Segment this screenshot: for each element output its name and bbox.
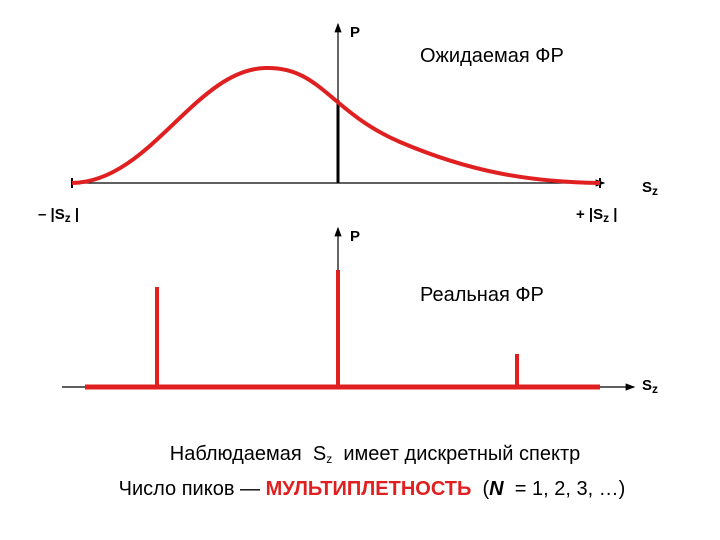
text: = 1, 2, 3, …): [504, 478, 626, 500]
label-sub: z: [652, 184, 658, 198]
label-sub: z: [652, 382, 658, 396]
text: имеет дискретный спектр: [332, 443, 580, 465]
right-label: + |Sz |: [576, 206, 618, 225]
caption-line: Число пиков — МУЛЬТИПЛЕТНОСТЬ (N = 1, 2,…: [119, 478, 626, 500]
axis-label: P: [350, 228, 360, 245]
label: |: [609, 206, 617, 223]
caption-line: Наблюдаемая Sz имеет дискретный спектр: [170, 443, 580, 466]
text: Наблюдаемая: [170, 443, 313, 465]
label: S: [642, 377, 652, 394]
axis-label: P: [350, 24, 360, 41]
highlight: МУЛЬТИПЛЕТНОСТЬ: [266, 478, 472, 500]
x-axis-label: Sz: [642, 179, 658, 198]
text: (: [471, 478, 489, 500]
label: – |S: [38, 206, 65, 223]
label: + |S: [576, 206, 603, 223]
label-sub: z: [603, 211, 609, 225]
text: S: [313, 443, 326, 465]
x-axis-label: Sz: [642, 377, 658, 396]
label: |: [71, 206, 79, 223]
text: Число пиков —: [119, 478, 266, 500]
text-sub: z: [326, 452, 332, 466]
text: N: [489, 478, 504, 500]
label: S: [642, 179, 652, 196]
left-label: – |Sz |: [38, 206, 79, 225]
title: Реальная ФР: [420, 284, 544, 306]
title: Ожидаемая ФР: [420, 45, 564, 67]
label-sub: z: [65, 211, 71, 225]
expected-curve: [71, 65, 601, 185]
